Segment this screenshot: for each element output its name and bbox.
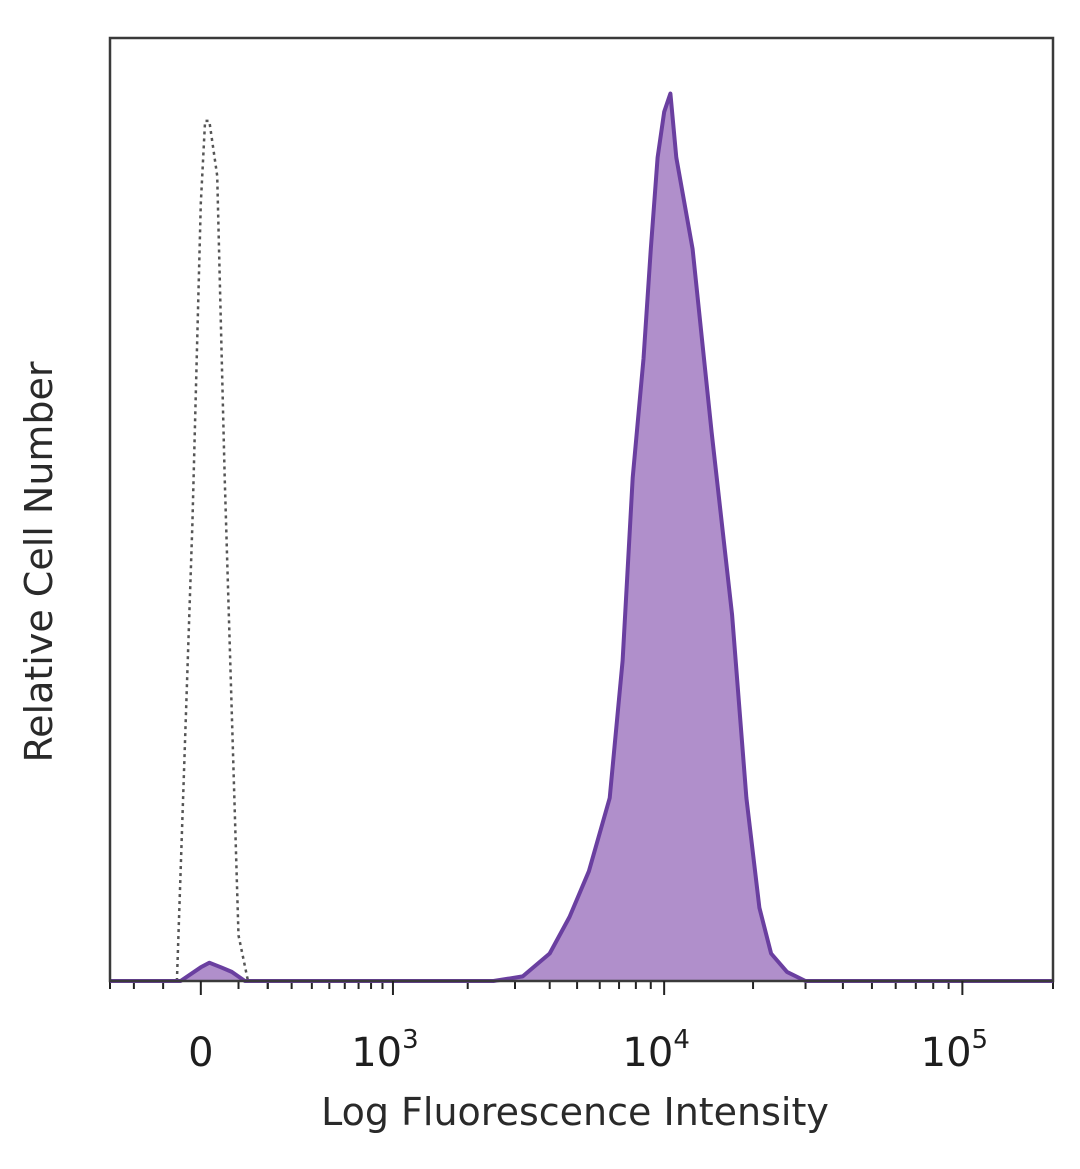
series-1-line <box>110 91 1053 983</box>
plot-frame <box>108 36 1055 983</box>
x-axis-label: Log Fluorescence Intensity <box>321 1090 829 1134</box>
tick-labels: 0 103 104 105 <box>188 1025 988 1076</box>
x-tick-label: 0 <box>188 1030 213 1076</box>
y-axis-label: Relative Cell Number <box>17 361 61 762</box>
major-ticks <box>199 981 964 995</box>
series-1-fill <box>110 93 1053 981</box>
x-tick-label: 104 <box>622 1025 689 1076</box>
series-0-line <box>175 119 250 982</box>
x-tick-label: 105 <box>921 1025 988 1076</box>
x-tick-label: 103 <box>351 1025 418 1076</box>
series-layer <box>110 91 1053 983</box>
